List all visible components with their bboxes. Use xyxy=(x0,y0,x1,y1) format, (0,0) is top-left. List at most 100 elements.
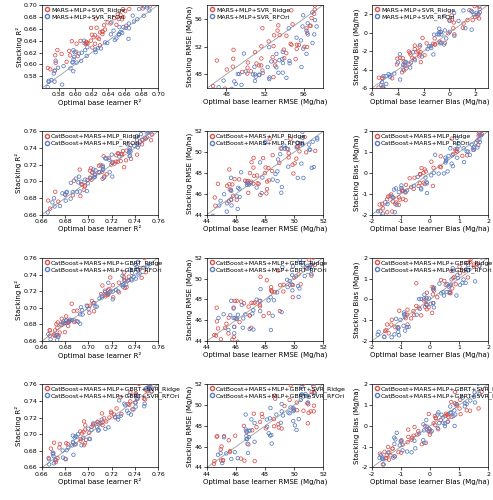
Point xyxy=(437,163,445,171)
Point xyxy=(246,312,253,320)
Point xyxy=(215,202,223,209)
Point xyxy=(126,152,134,160)
Point xyxy=(91,40,99,48)
Point xyxy=(376,454,384,462)
Y-axis label: Stacking RMSE (Mg/ha): Stacking RMSE (Mg/ha) xyxy=(187,386,193,466)
Point xyxy=(420,178,427,186)
Point xyxy=(309,138,317,146)
Point xyxy=(210,101,217,109)
Point xyxy=(291,422,299,430)
Point xyxy=(423,178,430,186)
Point xyxy=(67,64,74,72)
Point xyxy=(455,140,462,147)
Point xyxy=(214,96,222,104)
Point xyxy=(402,196,410,204)
Point xyxy=(124,400,132,408)
Point xyxy=(96,42,104,50)
Point xyxy=(217,99,225,107)
Point xyxy=(143,2,151,10)
Point xyxy=(408,54,416,62)
Point xyxy=(395,201,403,209)
Point xyxy=(450,412,458,420)
Point xyxy=(263,185,271,193)
Point xyxy=(297,280,305,288)
Point xyxy=(223,200,231,207)
Point xyxy=(140,395,148,403)
Point xyxy=(118,150,126,158)
Point xyxy=(112,158,120,166)
Point xyxy=(60,318,68,326)
Point xyxy=(210,460,218,468)
Point xyxy=(378,78,386,86)
Point xyxy=(459,24,467,32)
Point xyxy=(442,281,450,289)
Point xyxy=(374,96,382,104)
Point xyxy=(131,398,139,406)
Point xyxy=(132,390,140,398)
Point xyxy=(382,72,389,80)
Point xyxy=(246,325,254,333)
Point xyxy=(397,438,405,446)
Point xyxy=(86,435,94,443)
Point xyxy=(430,30,438,38)
Point xyxy=(310,402,318,409)
Point xyxy=(395,194,403,202)
Point xyxy=(241,456,248,464)
Point xyxy=(394,58,402,66)
Point xyxy=(92,14,100,22)
Point xyxy=(462,279,470,287)
Point xyxy=(448,276,456,283)
Point xyxy=(252,60,260,68)
Point xyxy=(378,455,386,463)
Point xyxy=(99,30,106,38)
Point xyxy=(91,173,99,181)
Point xyxy=(148,252,156,260)
Point xyxy=(228,85,236,93)
Point xyxy=(287,40,295,48)
Point xyxy=(305,393,313,401)
Point xyxy=(98,168,106,175)
Point xyxy=(274,177,282,185)
Point xyxy=(413,48,421,56)
Point xyxy=(402,64,410,72)
Point xyxy=(390,434,398,442)
Point xyxy=(212,213,220,221)
Point xyxy=(256,191,264,199)
Point xyxy=(270,296,278,304)
Point xyxy=(403,186,411,194)
Point xyxy=(297,160,305,168)
Point xyxy=(395,306,403,314)
Point xyxy=(230,323,238,331)
Point xyxy=(211,331,218,339)
Point xyxy=(298,63,306,71)
Point xyxy=(421,422,429,430)
Point xyxy=(46,66,54,74)
Point xyxy=(396,316,404,324)
Point xyxy=(453,292,460,300)
Point xyxy=(289,262,297,270)
Point xyxy=(44,83,52,91)
Point xyxy=(261,138,269,145)
Point xyxy=(306,264,314,272)
Point xyxy=(406,49,414,57)
Point xyxy=(240,422,248,430)
Point xyxy=(384,448,392,456)
Point xyxy=(257,54,265,62)
Point xyxy=(212,332,220,340)
Point xyxy=(390,440,398,448)
Point xyxy=(392,315,400,323)
Point xyxy=(82,436,90,444)
Point xyxy=(45,455,53,463)
Point xyxy=(47,76,55,84)
Point xyxy=(289,293,297,301)
Point xyxy=(474,141,482,149)
Point xyxy=(101,38,109,46)
Point xyxy=(263,276,271,284)
Point xyxy=(404,426,412,434)
Point xyxy=(448,134,456,142)
Point xyxy=(418,440,426,448)
Point xyxy=(236,95,244,103)
Point xyxy=(112,404,120,412)
Point xyxy=(251,298,259,306)
Point xyxy=(145,6,153,14)
